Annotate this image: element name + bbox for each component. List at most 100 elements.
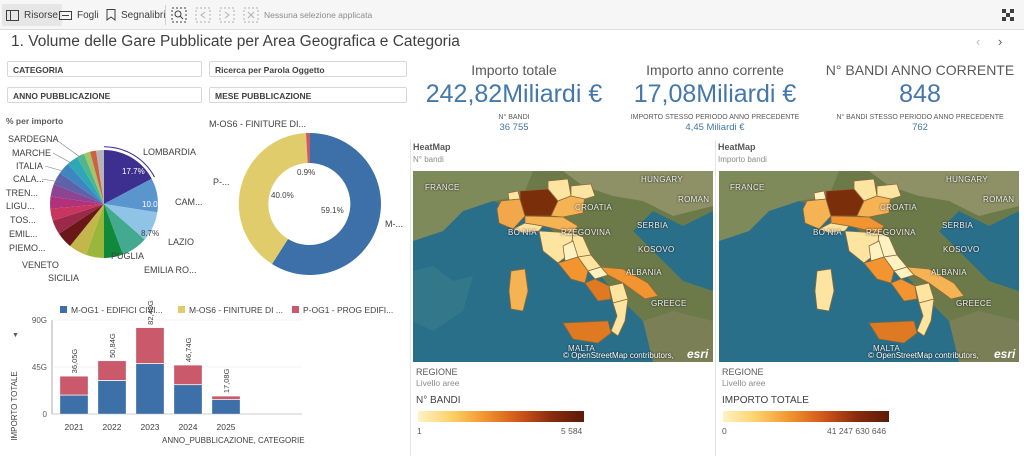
map-canvas[interactable]	[413, 171, 713, 362]
donut-slice-m-os6[interactable]	[238, 133, 308, 264]
map-label-hungary: HUNGARY	[946, 175, 988, 184]
pie-slice-liguria[interactable]	[49, 196, 104, 209]
pie-slice-lombardia[interactable]	[104, 150, 152, 204]
pie-slice-altro[interactable]	[96, 150, 104, 204]
kpi-importo-anno-corrente[interactable]: Importo anno corrente 17,08Miliardi € IM…	[615, 62, 815, 133]
region-friuli[interactable]	[570, 183, 596, 200]
bar-segment[interactable]	[59, 395, 89, 415]
pie-label: TREN...	[6, 188, 38, 198]
pie-slice-piemonte[interactable]	[59, 204, 104, 246]
grid-view-icon[interactable]	[1000, 7, 1016, 23]
pie-slice-campania[interactable]	[104, 178, 158, 213]
legend-swatch[interactable]	[60, 306, 67, 313]
fogli-button[interactable]: Fogli	[55, 4, 103, 26]
legend-gradient	[418, 411, 584, 422]
bar-segment[interactable]	[59, 376, 89, 396]
kpi-importo-totale[interactable]: Importo totale 242,82Miliardi € N° BANDI…	[414, 62, 614, 133]
kpi-bandi-anno-corrente[interactable]: N° BANDI ANNO CORRENTE 848 N° BANDI STES…	[818, 62, 1022, 133]
legend-label[interactable]: M-OG1 - EDIFICI CIVI...	[71, 305, 163, 315]
region-campania[interactable]	[890, 278, 918, 302]
previous-sheet-icon[interactable]: ‹	[976, 34, 981, 49]
bar-segment[interactable]	[173, 365, 203, 385]
filter-anno-pubblicazione[interactable]: ANNO PUBBLICAZIONE	[7, 87, 202, 103]
pie-slice-puglia[interactable]	[104, 204, 123, 258]
pie-slice-lazio[interactable]	[104, 204, 158, 240]
region-puglia[interactable]	[600, 266, 659, 300]
region-campania[interactable]	[584, 278, 612, 302]
bar-segment[interactable]	[173, 384, 203, 415]
pie-slice-marche[interactable]	[67, 157, 104, 204]
pie-slice-emilia[interactable]	[52, 204, 104, 234]
bar-segment[interactable]	[211, 399, 241, 415]
region-liguria[interactable]	[818, 222, 850, 234]
pie-slice-other-2[interactable]	[90, 150, 104, 204]
region-friuli[interactable]	[876, 183, 902, 200]
region-sardegna[interactable]	[814, 268, 835, 312]
smart-search-icon[interactable]	[171, 7, 187, 23]
filter-label: ANNO PUBBLICAZIONE	[13, 91, 111, 101]
kpi-title: Importo totale	[471, 62, 557, 78]
bar-series: 36,05G 2021 50,84G 2022 82,48G 2023 46,74G 2024…	[59, 300, 241, 432]
region-calabria[interactable]	[916, 298, 935, 337]
legend-swatch[interactable]	[292, 306, 299, 313]
clear-selections-icon[interactable]	[243, 7, 259, 23]
step-forward-icon[interactable]	[219, 7, 235, 23]
bar-segment[interactable]	[97, 380, 127, 415]
legend-label[interactable]: P-OG1 - PROG EDIFI...	[303, 305, 393, 315]
pie-slice-italia[interactable]	[59, 163, 104, 204]
pie-slice-emilia-romagna[interactable]	[104, 204, 145, 255]
map-canvas[interactable]	[718, 171, 1020, 362]
filter-ricerca-oggetto[interactable]: Ricerca per Parola Oggetto	[209, 61, 407, 77]
region-liguria[interactable]	[512, 222, 544, 234]
legend-gradient	[723, 411, 889, 422]
pie-slice-sicilia[interactable]	[86, 204, 104, 258]
segnalibri-button[interactable]: Segnalibri	[102, 4, 169, 26]
pie-slice-sardegna[interactable]	[77, 153, 104, 204]
region-valle-aosta[interactable]	[813, 190, 827, 201]
region-sardegna[interactable]	[508, 268, 529, 312]
risorse-button[interactable]: Risorse	[2, 4, 62, 26]
pie-slice-toscana[interactable]	[50, 204, 104, 221]
bar-segment[interactable]	[97, 360, 127, 381]
pie-label: VENETO	[22, 260, 59, 270]
map-label-bosnia: BO NIA	[813, 228, 842, 237]
legend-label[interactable]: M-OS6 - FINITURE DI ...	[189, 305, 283, 315]
region-calabria[interactable]	[610, 298, 629, 337]
donut-slice-label: 0.9%	[297, 168, 315, 177]
map-copyright[interactable]: © OpenStreetMap contributors,	[868, 351, 979, 360]
map-title: HeatMap	[718, 142, 756, 152]
donut-slice-p-og1[interactable]	[306, 132, 310, 164]
map-importo-bandi[interactable]: FRANCE HUNGARY CROATIA ROMAN SERBIA BO N…	[718, 171, 1020, 362]
x-tick-label: 2022	[103, 422, 122, 432]
legend-swatch[interactable]	[178, 306, 185, 313]
donut-slice-m-og1[interactable]	[272, 133, 381, 275]
pie-slice-trentino[interactable]	[50, 184, 105, 204]
filter-mese-pubblicazione[interactable]: MESE PUBBLICAZIONE	[209, 87, 407, 103]
pie-slice-other-1[interactable]	[84, 151, 104, 204]
pie-chart[interactable]: 17.7% 10.0% 8.7% LOMBARDIA CAM... LAZIO …	[0, 124, 210, 290]
filter-categoria[interactable]: CATEGORIA	[7, 61, 202, 77]
map-copyright[interactable]: © OpenStreetMap contributors,	[563, 351, 674, 360]
legend-min: 1	[417, 426, 422, 436]
map-label-france: FRANCE	[730, 183, 765, 192]
bar-chart[interactable]: M-OG1 - EDIFICI CIVI... M-OS6 - FINITURE …	[0, 297, 410, 452]
step-back-icon[interactable]	[195, 7, 211, 23]
map-n-bandi[interactable]: FRANCE HUNGARY CROATIA ROMAN SERBIA BO N…	[413, 171, 713, 362]
pie-slice-veneto[interactable]	[70, 204, 104, 255]
pie-slice-calabria[interactable]	[53, 173, 104, 204]
y-axis-label: IMPORTO TOTALE	[10, 371, 19, 441]
region-valle-aosta[interactable]	[507, 190, 521, 201]
map-label-greece: GREECE	[956, 299, 992, 308]
region-sicilia[interactable]	[562, 320, 612, 344]
region-puglia[interactable]	[906, 266, 965, 300]
bar-segment[interactable]	[135, 327, 165, 364]
map-label-rzegovina: RZEGOVINA	[866, 228, 916, 237]
pie-label: ITALIA	[16, 161, 43, 171]
donut-chart[interactable]: M-OS6 - FINITURE DI... P-... M-... 0.9% …	[205, 112, 415, 290]
bar-segment[interactable]	[135, 363, 165, 415]
region-sicilia[interactable]	[868, 320, 918, 344]
y-axis-toggle-icon[interactable]: ▼	[12, 332, 19, 339]
pie-highlight	[103, 146, 156, 178]
bar-segment[interactable]	[211, 396, 241, 400]
next-sheet-icon[interactable]: ›	[998, 34, 1003, 49]
